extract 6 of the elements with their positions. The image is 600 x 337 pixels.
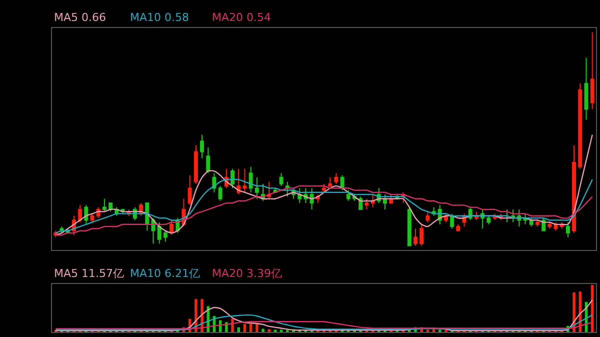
- text: MA20 3.39亿: [212, 267, 282, 280]
- text: MA10 0.58: [130, 11, 190, 24]
- text: MA5 0.66: [54, 11, 106, 24]
- text: MA10 6.21亿: [130, 267, 200, 280]
- text: MA20 0.54: [212, 11, 272, 24]
- text: MA5 11.57亿: [54, 267, 124, 280]
